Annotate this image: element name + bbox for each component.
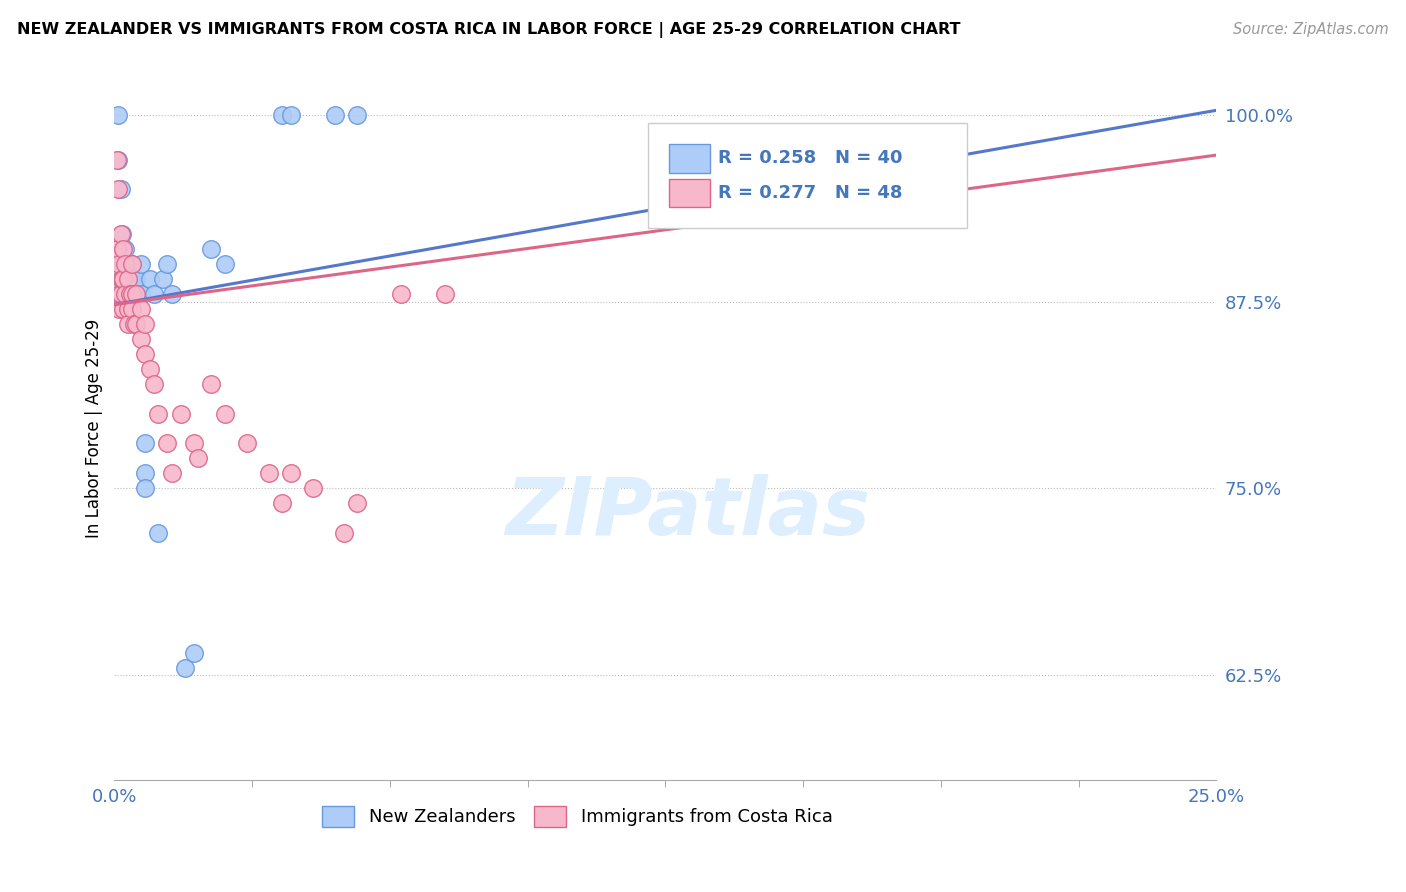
Point — [148, 407, 170, 421]
Point — [138, 272, 160, 286]
Point — [138, 361, 160, 376]
Point — [235, 436, 257, 450]
Point — [110, 182, 132, 196]
Point — [129, 287, 152, 301]
Point — [121, 287, 143, 301]
Point — [129, 301, 152, 316]
Point — [156, 257, 179, 271]
Point — [112, 272, 135, 286]
Text: R = 0.258   N = 40: R = 0.258 N = 40 — [718, 150, 903, 168]
Point — [280, 108, 302, 122]
Point — [112, 301, 135, 316]
Point — [174, 660, 197, 674]
Point — [125, 287, 148, 301]
Point — [122, 287, 145, 301]
Point — [114, 287, 136, 301]
Point — [117, 301, 139, 316]
Point — [143, 287, 166, 301]
Point — [214, 407, 236, 421]
Text: R = 0.277   N = 48: R = 0.277 N = 48 — [718, 184, 903, 202]
Point — [117, 272, 139, 286]
Point — [107, 108, 129, 122]
Point — [121, 287, 143, 301]
Point — [110, 287, 132, 301]
Point — [117, 317, 139, 331]
Point — [280, 467, 302, 481]
Point — [125, 287, 148, 301]
Point — [122, 317, 145, 331]
Point — [323, 108, 346, 122]
Point — [134, 317, 156, 331]
Point — [187, 451, 209, 466]
Point — [214, 257, 236, 271]
Point — [114, 257, 136, 271]
Point — [143, 376, 166, 391]
Point — [121, 257, 143, 271]
Point — [183, 646, 205, 660]
Point — [112, 257, 135, 271]
Point — [117, 257, 139, 271]
Point — [117, 301, 139, 316]
Point — [200, 376, 222, 391]
Point — [129, 332, 152, 346]
Point — [112, 287, 135, 301]
Point — [301, 481, 323, 495]
Point — [110, 272, 132, 286]
Point — [270, 108, 292, 122]
Point — [156, 436, 179, 450]
Point — [107, 242, 129, 256]
Point — [108, 287, 131, 301]
Text: Source: ZipAtlas.com: Source: ZipAtlas.com — [1233, 22, 1389, 37]
Legend: New Zealanders, Immigrants from Costa Rica: New Zealanders, Immigrants from Costa Ri… — [315, 798, 839, 834]
Point — [121, 257, 143, 271]
Point — [105, 153, 128, 167]
Point — [897, 182, 920, 196]
Point — [125, 272, 148, 286]
Point — [117, 287, 139, 301]
Point — [332, 526, 354, 541]
Point — [112, 301, 135, 316]
Point — [389, 287, 412, 301]
Point — [433, 287, 456, 301]
Point — [108, 257, 131, 271]
Point — [112, 242, 135, 256]
Point — [183, 436, 205, 450]
Point — [346, 496, 368, 510]
Point — [346, 108, 368, 122]
Point — [134, 347, 156, 361]
Point — [129, 257, 152, 271]
Point — [134, 436, 156, 450]
Point — [134, 467, 156, 481]
Y-axis label: In Labor Force | Age 25-29: In Labor Force | Age 25-29 — [86, 319, 103, 538]
Point — [148, 526, 170, 541]
Point — [110, 227, 132, 242]
Point — [114, 242, 136, 256]
Point — [270, 496, 292, 510]
Point — [257, 467, 280, 481]
Point — [121, 301, 143, 316]
Text: NEW ZEALANDER VS IMMIGRANTS FROM COSTA RICA IN LABOR FORCE | AGE 25-29 CORRELATI: NEW ZEALANDER VS IMMIGRANTS FROM COSTA R… — [17, 22, 960, 38]
Point — [125, 317, 148, 331]
Point — [105, 242, 128, 256]
Point — [121, 272, 143, 286]
Point — [114, 287, 136, 301]
Point — [160, 287, 183, 301]
Text: ZIPatlas: ZIPatlas — [505, 474, 870, 552]
Point — [108, 301, 131, 316]
Point — [118, 272, 141, 286]
Point — [134, 481, 156, 495]
Point — [111, 272, 134, 286]
Point — [160, 467, 183, 481]
Point — [107, 153, 129, 167]
Point — [118, 287, 141, 301]
Point — [169, 407, 191, 421]
Point — [200, 242, 222, 256]
Point — [152, 272, 174, 286]
Point — [107, 182, 129, 196]
Point — [111, 227, 134, 242]
